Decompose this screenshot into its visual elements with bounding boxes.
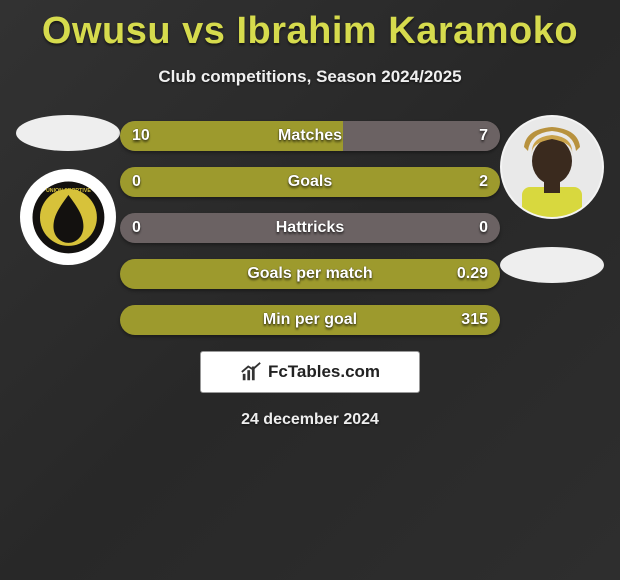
chart-icon: [240, 361, 262, 383]
stat-bars: 107Matches 02Goals 00Hattricks 0.29Goals pe…: [120, 115, 500, 335]
stat-row: 107Matches: [120, 121, 500, 151]
stat-row: 315Min per goal: [120, 305, 500, 335]
stat-label: Goals: [120, 167, 500, 197]
stat-row: 00Hattricks: [120, 213, 500, 243]
player-left-column: UNION SPORTIVE: [8, 115, 128, 265]
brand-label: FcTables.com: [268, 362, 380, 382]
player-right-club-badge-blank: [500, 247, 604, 283]
avatar-icon: [502, 117, 602, 217]
subtitle: Club competitions, Season 2024/2025: [0, 67, 620, 87]
stat-label: Hattricks: [120, 213, 500, 243]
club-badge-icon: UNION SPORTIVE: [31, 180, 106, 255]
stat-label: Min per goal: [120, 305, 500, 335]
player-left-avatar-blank: [16, 115, 120, 151]
stat-label: Matches: [120, 121, 500, 151]
player-left-club-badge: UNION SPORTIVE: [20, 169, 116, 265]
page-title: Owusu vs Ibrahim Karamoko: [0, 0, 620, 53]
stat-label: Goals per match: [120, 259, 500, 289]
date-label: 24 december 2024: [0, 411, 620, 429]
stat-row: 0.29Goals per match: [120, 259, 500, 289]
svg-text:UNION SPORTIVE: UNION SPORTIVE: [46, 188, 91, 194]
comparison-stage: UNION SPORTIVE 107Matches 02Goals 00Hattri…: [0, 115, 620, 335]
brand-box: FcTables.com: [200, 351, 420, 393]
stat-row: 02Goals: [120, 167, 500, 197]
player-right-column: [492, 115, 612, 283]
player-right-avatar: [500, 115, 604, 219]
